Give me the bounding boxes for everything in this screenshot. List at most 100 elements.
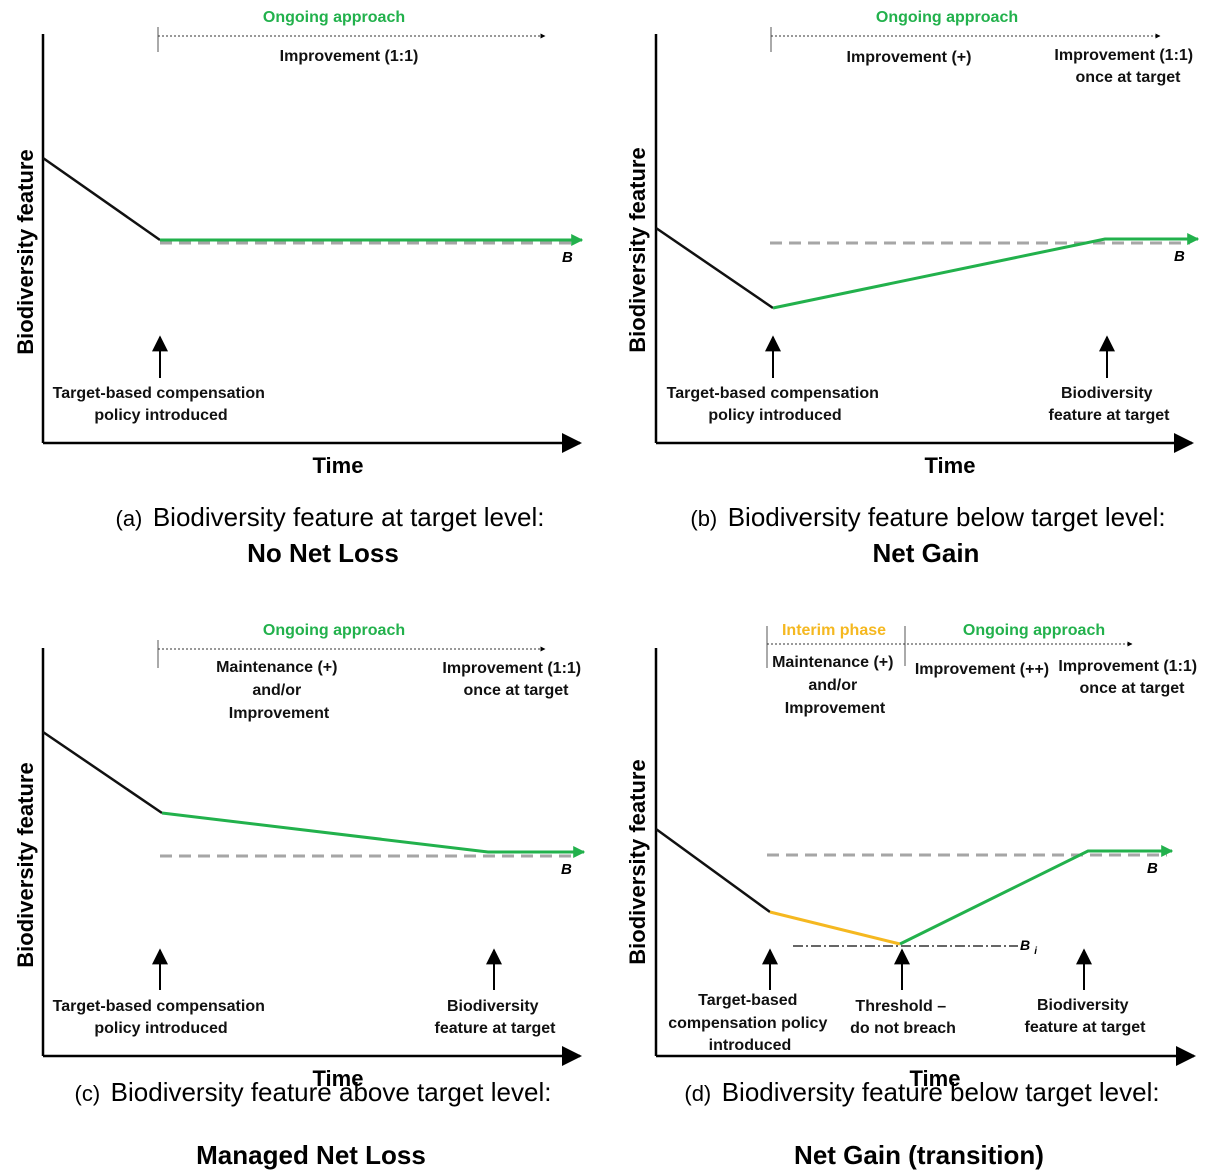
caption-text: Biodiversity feature below target level: (722, 1077, 1160, 1107)
annotation-line: Biodiversity (1037, 997, 1129, 1014)
target-reached-annotation: Biodiversity feature at target (1049, 385, 1171, 424)
annotation-line: Target-based compensation (667, 385, 879, 402)
panel-c: Ongoing approach Maintenance (+) and/or … (13, 622, 586, 1170)
phase-label-improvement: Improvement (1:1) (280, 48, 419, 65)
phase-label-line: once at target (1080, 680, 1186, 697)
phase-label-improvement-at-target: Improvement (1:1) once at target (442, 660, 585, 699)
annotation-line: policy introduced (94, 1020, 227, 1037)
caption-prefix: (c) (75, 1081, 101, 1106)
caption-text: Biodiversity feature at target level: (153, 502, 545, 532)
threshold-annotation: Threshold – do not breach (850, 998, 956, 1037)
annotation-line: Target-based (698, 992, 797, 1009)
header-bracket (770, 27, 1161, 52)
caption-bold: Net Gain (873, 538, 980, 568)
target-label-b: B (1147, 860, 1158, 877)
pre-policy-decline-line (42, 730, 163, 815)
phase-label-improvement-at-target: Improvement (1:1) once at target (1054, 47, 1197, 86)
annotation-line: introduced (709, 1037, 792, 1054)
policy-annotation: Target-based compensation policy introdu… (53, 998, 270, 1037)
caption-prefix: (b) (690, 506, 717, 531)
phase-label-line: once at target (1076, 69, 1182, 86)
ongoing-approach-line (899, 845, 1174, 946)
phase-label-improvement: Improvement (+) (847, 49, 972, 66)
panel-d: Interim phase Ongoing approach Maintenan… (625, 622, 1201, 1170)
phase-label-line: Improvement (1:1) (442, 660, 581, 677)
phase-label-maintenance: Maintenance (+) and/or Improvement (216, 659, 342, 722)
panel-caption: (c) Biodiversity feature above target le… (75, 1077, 552, 1107)
panel-caption: (d) Biodiversity feature below target le… (684, 1077, 1159, 1107)
x-axis-label: Time (313, 453, 364, 478)
panel-b: Ongoing approach Improvement (+) Improve… (625, 9, 1200, 568)
phase-label-line: and/or (808, 677, 857, 694)
phase-label-line: Improvement (229, 705, 330, 722)
x-axis-label: Time (925, 453, 976, 478)
caption-prefix: (d) (684, 1081, 711, 1106)
phase-label-line: Maintenance (+) (216, 659, 337, 676)
phase-label-line: Maintenance (+) (772, 654, 893, 671)
header-bracket (157, 640, 546, 668)
ongoing-approach-header: Ongoing approach (963, 622, 1105, 639)
policy-annotation: Target-based compensation policy introdu… (53, 385, 270, 424)
y-axis-label: Biodiversity feature (13, 762, 38, 967)
ongoing-approach-line (161, 811, 586, 858)
caption-bold: Net Gain (transition) (794, 1140, 1044, 1170)
annotation-line: policy introduced (708, 407, 841, 424)
annotation-line: feature at target (1025, 1019, 1147, 1036)
target-reached-annotation: Biodiversity feature at target (435, 998, 557, 1037)
ongoing-approach-header: Ongoing approach (263, 9, 405, 26)
phase-label-line: and/or (252, 682, 301, 699)
annotation-line: feature at target (1049, 407, 1171, 424)
threshold-label-bi: B i (1020, 937, 1037, 957)
annotation-line: Target-based compensation (53, 385, 265, 402)
phase-label-line: once at target (464, 682, 570, 699)
pre-policy-decline-line (655, 827, 771, 914)
phase-label-line: Improvement (1:1) (280, 48, 419, 65)
x-axis-label: Time (313, 1066, 364, 1091)
pre-policy-decline-line (655, 226, 774, 310)
annotation-line: Biodiversity (1061, 385, 1153, 402)
phase-label-line: Improvement (+) (847, 49, 972, 66)
caption-text: Biodiversity feature above target level: (111, 1077, 552, 1107)
interim-phase-header: Interim phase (782, 622, 886, 639)
header-bracket (157, 27, 546, 52)
header-bracket (766, 626, 1133, 668)
y-axis-label: Biodiversity feature (13, 149, 38, 354)
threshold-label-subscript: i (1034, 946, 1037, 957)
x-axis-label: Time (910, 1066, 961, 1091)
policy-annotation: Target-based compensation policy introdu… (667, 385, 884, 424)
phase-label-improvement: Improvement (++) (915, 661, 1049, 678)
phase-label-line: Improvement (++) (915, 661, 1049, 678)
caption-text: Biodiversity feature below target level: (728, 502, 1166, 532)
panel-a: Ongoing approach Improvement (1:1) Biodi… (13, 9, 584, 568)
panel-caption: (a) Biodiversity feature at target level… (116, 502, 545, 532)
annotation-line: feature at target (435, 1020, 557, 1037)
phase-label-improvement-at-target: Improvement (1:1) once at target (1058, 658, 1201, 697)
ongoing-approach-header: Ongoing approach (876, 9, 1018, 26)
annotation-line: do not breach (850, 1020, 956, 1037)
y-axis-label: Biodiversity feature (625, 759, 650, 964)
ongoing-approach-header: Ongoing approach (263, 622, 405, 639)
annotation-line: compensation policy (668, 1015, 827, 1032)
target-label-b: B (1174, 248, 1185, 265)
panel-caption: (b) Biodiversity feature below target le… (690, 502, 1165, 532)
target-label-b: B (561, 861, 572, 878)
pre-policy-decline-line (42, 156, 161, 242)
phase-label-maintenance: Maintenance (+) and/or Improvement (772, 654, 898, 717)
y-axis-label: Biodiversity feature (625, 147, 650, 352)
phase-label-line: Improvement (1:1) (1054, 47, 1193, 64)
interim-phase-line (769, 910, 901, 946)
ongoing-approach-line (772, 233, 1200, 310)
phase-label-line: Improvement (1:1) (1058, 658, 1197, 675)
caption-prefix: (a) (116, 506, 143, 531)
caption-bold: No Net Loss (247, 538, 399, 568)
annotation-line: Biodiversity (447, 998, 539, 1015)
policy-annotation: Target-based compensation policy introdu… (668, 992, 832, 1054)
threshold-label-text: B (1020, 937, 1030, 953)
annotation-line: Target-based compensation (53, 998, 265, 1015)
target-reached-annotation: Biodiversity feature at target (1025, 997, 1147, 1036)
phase-label-line: Improvement (785, 700, 886, 717)
annotation-line: Threshold – (855, 998, 946, 1015)
caption-bold: Managed Net Loss (196, 1140, 426, 1170)
annotation-line: policy introduced (94, 407, 227, 424)
